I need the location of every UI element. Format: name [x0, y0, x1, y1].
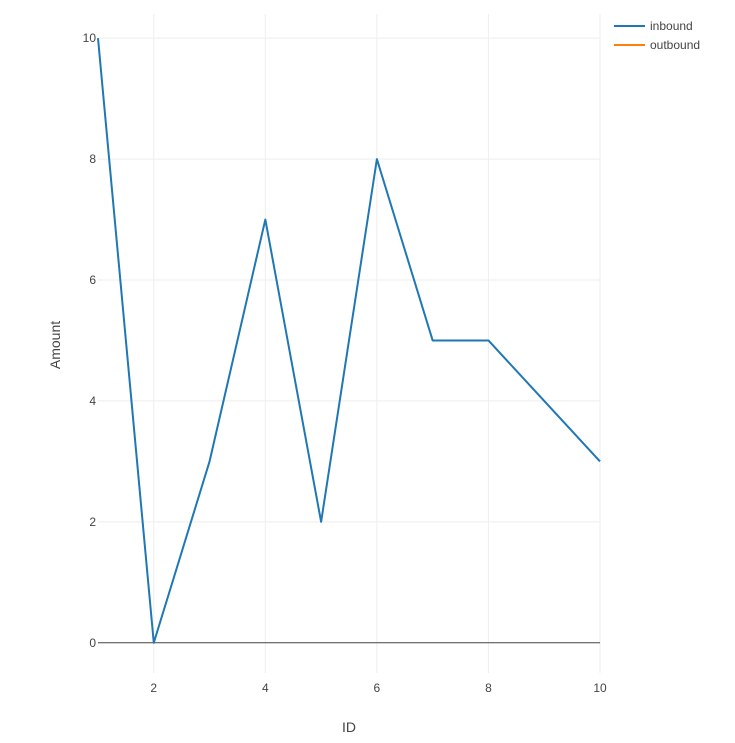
x-tick-label-6: 6	[374, 681, 381, 695]
y-tick-label-2: 2	[89, 515, 96, 529]
x-tick-label-10: 10	[593, 681, 607, 695]
series-layer	[97, 38, 601, 644]
legend[interactable]: inbound outbound	[614, 19, 700, 52]
x-tick-label-2: 2	[150, 681, 157, 695]
y-tick-labels: 0 2 4 6 8 10	[83, 31, 97, 650]
y-tick-label-6: 6	[89, 273, 96, 287]
legend-item-outbound[interactable]: outbound	[614, 38, 700, 52]
y-tick-label-4: 4	[89, 394, 96, 408]
x-tick-label-4: 4	[262, 681, 269, 695]
x-tick-labels: 2 4 6 8 10	[150, 681, 607, 695]
x-tick-label-8: 8	[485, 681, 492, 695]
y-gridlines	[98, 37, 600, 523]
legend-label-outbound: outbound	[650, 38, 700, 52]
y-tick-label-0: 0	[89, 636, 96, 650]
series-line-inbound	[97, 38, 601, 644]
legend-item-inbound[interactable]: inbound	[614, 19, 693, 33]
y-axis-title: Amount	[47, 321, 63, 369]
x-gridlines	[153, 14, 601, 673]
x-axis-title: ID	[342, 719, 356, 735]
y-tick-label-8: 8	[89, 152, 96, 166]
legend-label-inbound: inbound	[650, 19, 693, 33]
y-tick-label-10: 10	[83, 31, 97, 45]
